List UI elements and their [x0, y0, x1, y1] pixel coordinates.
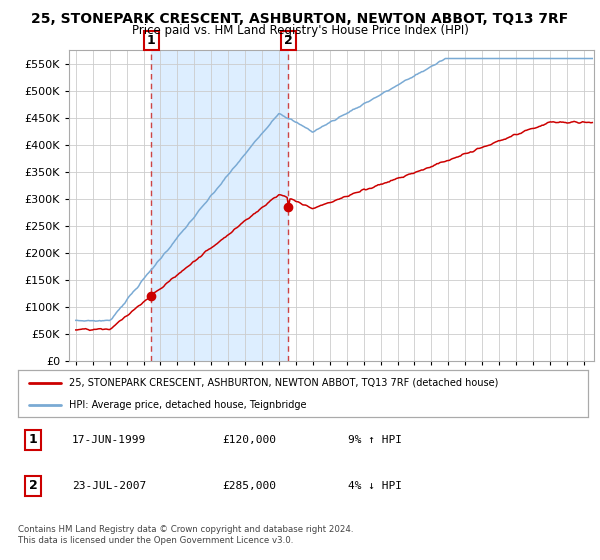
Text: 1: 1 — [29, 433, 37, 446]
Text: 4% ↓ HPI: 4% ↓ HPI — [348, 480, 402, 491]
Text: 23-JUL-2007: 23-JUL-2007 — [72, 480, 146, 491]
Text: 2: 2 — [29, 479, 37, 492]
Text: 1: 1 — [147, 34, 155, 47]
Text: Contains HM Land Registry data © Crown copyright and database right 2024.
This d: Contains HM Land Registry data © Crown c… — [18, 525, 353, 545]
Bar — [151, 50, 289, 361]
Text: 25, STONEPARK CRESCENT, ASHBURTON, NEWTON ABBOT, TQ13 7RF (detached house): 25, STONEPARK CRESCENT, ASHBURTON, NEWTO… — [70, 378, 499, 388]
Text: HPI: Average price, detached house, Teignbridge: HPI: Average price, detached house, Teig… — [70, 400, 307, 410]
Text: 25, STONEPARK CRESCENT, ASHBURTON, NEWTON ABBOT, TQ13 7RF: 25, STONEPARK CRESCENT, ASHBURTON, NEWTO… — [31, 12, 569, 26]
Text: Price paid vs. HM Land Registry's House Price Index (HPI): Price paid vs. HM Land Registry's House … — [131, 24, 469, 37]
Text: 2: 2 — [284, 34, 293, 47]
Text: 9% ↑ HPI: 9% ↑ HPI — [348, 435, 402, 445]
Text: £285,000: £285,000 — [222, 480, 276, 491]
Text: £120,000: £120,000 — [222, 435, 276, 445]
Text: 17-JUN-1999: 17-JUN-1999 — [72, 435, 146, 445]
